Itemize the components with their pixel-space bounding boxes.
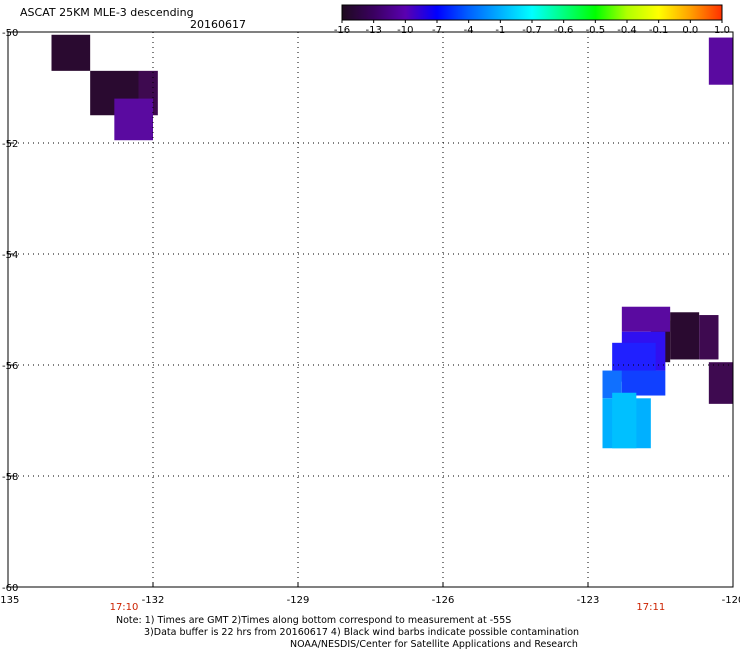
note-line-1: Note: 1) Times are GMT 2)Times along bot… <box>116 615 512 626</box>
colorbar <box>341 4 723 21</box>
x-tick-label: -132 <box>142 595 165 606</box>
wind-cells <box>51 34 733 449</box>
colorbar-label: -7 <box>432 25 442 36</box>
time-label: 17:11 <box>636 602 665 613</box>
x-tick-label: -123 <box>577 595 600 606</box>
colorbar-label: -0.6 <box>554 25 574 36</box>
data-cell <box>708 362 733 404</box>
colorbar-label: -0.1 <box>649 25 669 36</box>
time-labels: 17:10 17:11 <box>110 602 666 613</box>
chart-title: ASCAT 25KM MLE-3 descending <box>20 6 194 19</box>
data-cell <box>621 306 671 332</box>
y-tick-label: -60 <box>2 583 18 594</box>
x-tick-label: -135 <box>0 595 19 606</box>
x-tick-label: -129 <box>287 595 310 606</box>
y-tick-labels: -50 -52 -54 -56 -58 -60 <box>2 28 18 594</box>
colorbar-label: -10 <box>397 25 413 36</box>
colorbar-label: -0.5 <box>586 25 606 36</box>
y-tick-label: -58 <box>2 472 18 483</box>
data-cell <box>708 37 733 85</box>
time-label: 17:10 <box>110 602 139 613</box>
colorbar-label: 0.0 <box>682 25 698 36</box>
colorbar-label: 1.0 <box>714 25 730 36</box>
data-cell <box>612 392 637 449</box>
data-cell <box>621 370 666 396</box>
colorbar-label: -4 <box>464 25 474 36</box>
y-tick-label: -52 <box>2 139 18 150</box>
note-line-2: 3)Data buffer is 22 hrs from 20160617 4)… <box>144 627 580 638</box>
colorbar-strip <box>341 4 723 21</box>
colorbar-label: -0.7 <box>522 25 542 36</box>
chart-date: 20160617 <box>190 18 246 31</box>
note-line-3: NOAA/NESDIS/Center for Satellite Applica… <box>290 639 578 650</box>
y-tick-label: -56 <box>2 361 18 372</box>
colorbar-label: -13 <box>365 25 381 36</box>
x-tick-labels: -135 -132 -129 -126 -123 -120 <box>0 582 740 606</box>
grid-lines <box>8 32 733 587</box>
x-tick-label: -120 <box>722 595 740 606</box>
data-cell <box>699 315 719 360</box>
y-tick-label: -54 <box>2 250 18 261</box>
data-cell <box>602 370 622 399</box>
colorbar-label: -16 <box>334 25 350 36</box>
data-cell <box>114 98 153 141</box>
colorbar-label: -1 <box>495 25 505 36</box>
colorbar-label: -0.4 <box>617 25 637 36</box>
data-cell <box>670 312 700 360</box>
colorbar-labels: -16 -13 -10 -7 -4 -1 -0.7 -0.6 -0.5 -0.4 -0.1 0.0 1.… <box>334 20 730 36</box>
x-tick-label: -126 <box>432 595 455 606</box>
data-cell <box>51 34 91 71</box>
y-tick-label: -50 <box>2 28 18 39</box>
plot-frame <box>7 31 734 588</box>
